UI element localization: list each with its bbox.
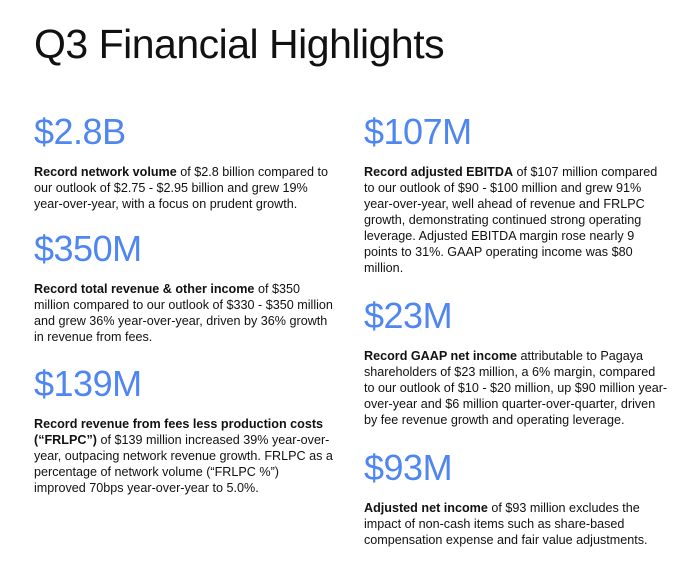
metric-headline: Record network volume xyxy=(34,165,177,179)
highlight-gaap-net-income: $23M Record GAAP net income attributable… xyxy=(364,298,669,428)
metric-value: $139M xyxy=(34,363,142,404)
metric-headline: Record total revenue & other income xyxy=(34,282,255,296)
metric-detail: of $139 million increased 39% year-over-… xyxy=(34,433,333,495)
metric-detail: of $107 million compared to our outlook … xyxy=(364,165,658,275)
page-title: Q3 Financial Highlights xyxy=(34,21,445,67)
metric-value: $23M xyxy=(364,295,453,336)
highlight-adjusted-ebitda: $107M Record adjusted EBITDA of $107 mil… xyxy=(364,114,669,276)
metric-description: Record GAAP net income attributable to P… xyxy=(364,348,669,428)
metric-description: Record adjusted EBITDA of $107 million c… xyxy=(364,164,669,276)
highlight-adjusted-net-income: $93M Adjusted net income of $93 million … xyxy=(364,450,669,548)
metric-value: $107M xyxy=(364,111,472,152)
metric-headline: Record revenue from fees less production… xyxy=(34,417,324,447)
highlight-network-volume: $2.8B Record network volume of $2.8 bill… xyxy=(34,114,334,212)
metric-value: $2.8B xyxy=(34,111,126,152)
metric-detail: of $350 million compared to our outlook … xyxy=(34,282,333,344)
metric-headline: Adjusted net income xyxy=(364,501,488,515)
metric-detail: of $2.8 billion compared to our outlook … xyxy=(34,165,328,211)
metric-description: Record network volume of $2.8 billion co… xyxy=(34,164,334,212)
metric-description: Record total revenue & other income of $… xyxy=(34,281,334,345)
metric-value: $93M xyxy=(364,447,453,488)
metric-detail: of $93 million excludes the impact of no… xyxy=(364,501,648,547)
highlight-total-revenue: $350M Record total revenue & other incom… xyxy=(34,231,334,345)
metric-description: Adjusted net income of $93 million exclu… xyxy=(364,500,669,548)
metric-value: $350M xyxy=(34,228,142,269)
metric-headline: Record adjusted EBITDA xyxy=(364,165,514,179)
metric-description: Record revenue from fees less production… xyxy=(34,416,334,496)
highlight-frlpc: $139M Record revenue from fees less prod… xyxy=(34,366,334,496)
metric-detail: attributable to Pagaya shareholders of $… xyxy=(364,349,668,427)
metric-headline: Record GAAP net income xyxy=(364,349,518,363)
